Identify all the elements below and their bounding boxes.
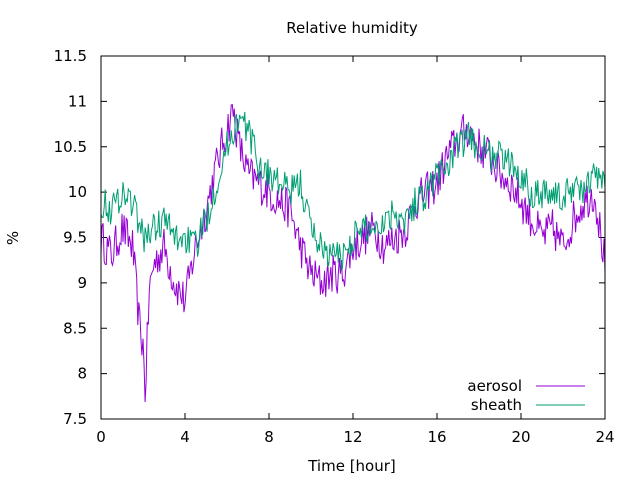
chart-title: Relative humidity xyxy=(286,19,418,37)
y-tick-label: 11.5 xyxy=(54,47,87,65)
x-tick-label: 0 xyxy=(96,428,106,446)
x-tick-label: 16 xyxy=(427,428,446,446)
x-tick-label: 12 xyxy=(343,428,362,446)
plot-frame xyxy=(100,55,606,420)
legend-label-aerosol: aerosol xyxy=(467,377,522,395)
y-tick-label: 8.5 xyxy=(63,319,87,337)
series-layer xyxy=(100,103,606,403)
y-tick-label: 8 xyxy=(77,365,87,383)
y-tick-label: 9 xyxy=(77,274,87,292)
x-tick-label: 20 xyxy=(511,428,530,446)
y-tick-label: 7.5 xyxy=(63,410,87,428)
legend-label-sheath: sheath xyxy=(471,396,522,414)
series-line-sheath xyxy=(100,111,606,272)
x-tick-label: 4 xyxy=(180,428,190,446)
x-tick-label: 24 xyxy=(595,428,614,446)
series-line-aerosol xyxy=(100,103,606,403)
y-tick-label: 9.5 xyxy=(63,229,87,247)
y-axis-label: % xyxy=(4,231,22,245)
x-tick-label: 8 xyxy=(264,428,274,446)
x-axis-label: Time [hour] xyxy=(307,457,396,475)
axis-ticks: 0 4 8 12 16 20 24 7.5 8 8.5 9 9.5 10 10.5 11 11.5 xyxy=(54,47,615,446)
y-tick-label: 11 xyxy=(68,92,87,110)
y-tick-label: 10 xyxy=(68,183,87,201)
y-tick-label: 10.5 xyxy=(54,138,87,156)
